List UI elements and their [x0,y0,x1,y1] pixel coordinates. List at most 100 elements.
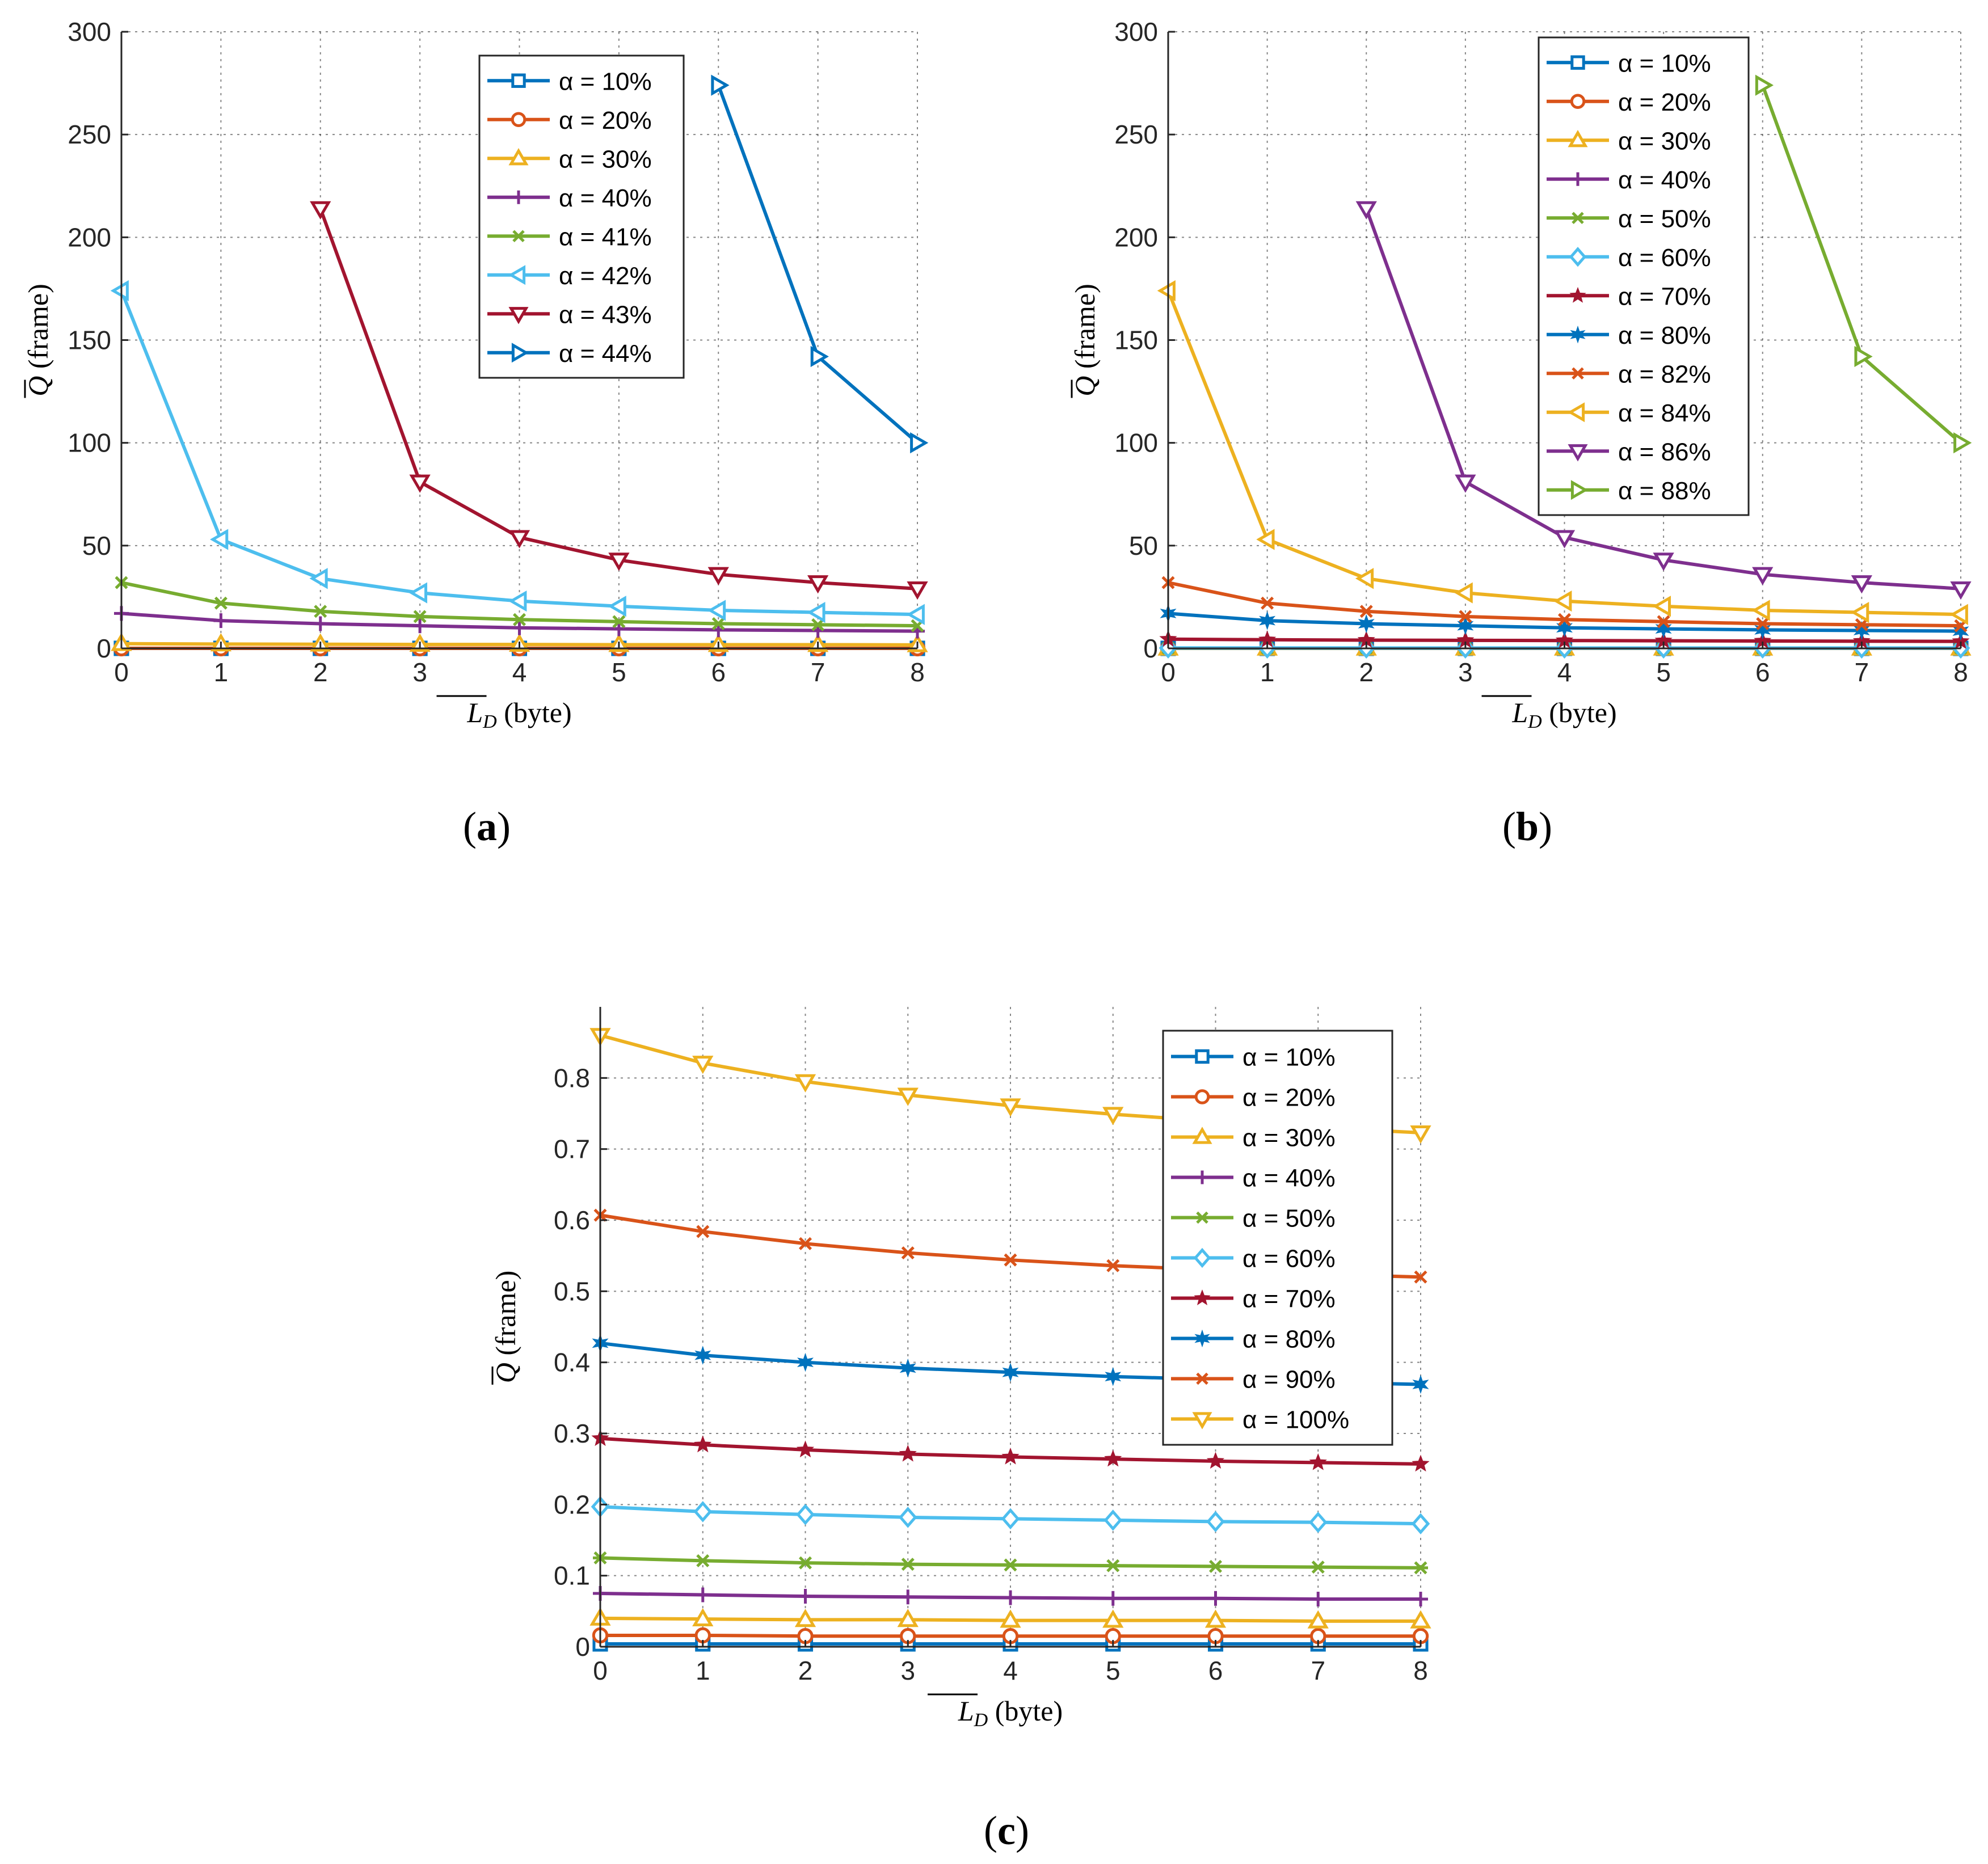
legend-label: α = 44% [559,340,652,368]
data-point [1204,1609,1227,1628]
x-tick-label: 0 [114,657,129,687]
data-point [696,1225,710,1238]
data-point [798,1556,813,1570]
legend-marker [1194,1329,1210,1348]
y-tick-label: 0 [575,1632,590,1661]
marker-shape [1755,74,1774,96]
marker-shape [1355,201,1377,220]
marker-shape [512,230,525,243]
marker-shape [1556,618,1573,638]
x-tick-label: 8 [1953,657,1968,687]
marker-shape [907,581,928,600]
legend-item-60: α = 60% [1171,1245,1336,1273]
x-axis-label: LD (byte) [1511,697,1616,732]
marker-shape [508,591,527,612]
grid [600,1007,1421,1647]
x-tick-label: 4 [1557,657,1572,687]
data-point [695,1554,710,1567]
x-tick-label: 3 [900,1656,915,1685]
data-point [1950,581,1972,600]
y-tick-label: 250 [68,120,111,149]
legend-marker [1194,1089,1210,1104]
data-point [1657,615,1670,629]
data-point [810,345,829,368]
data-point [1412,1374,1429,1394]
marker-shape [1196,1372,1208,1385]
legend-item-40: α = 40% [487,184,652,212]
legend-item-42: α = 42% [487,262,652,290]
marker-shape [797,1352,814,1372]
x-tick-label: 2 [798,1656,813,1685]
data-point [1105,1591,1121,1606]
marker-shape [1569,286,1586,303]
legend-item-60: α = 60% [1547,244,1711,272]
marker-shape [1355,568,1374,589]
data-point [512,620,527,635]
data-point [811,618,825,631]
y-tick-label: 150 [68,326,111,355]
data-point [1755,74,1774,96]
x-tick-label: 8 [1413,1656,1428,1685]
data-point [1208,1591,1223,1606]
data-point [314,605,327,618]
marker-shape [807,601,825,623]
data-point [611,621,626,636]
marker-shape [1194,1329,1210,1348]
marker-shape [1206,1511,1225,1533]
legend-item-10: α = 10% [1171,1044,1336,1072]
series-70 [591,1429,1430,1472]
data-point [694,1346,711,1365]
marker-shape [511,343,529,363]
data-point [1206,1511,1225,1533]
legend-label: α = 60% [1618,244,1711,272]
marker-shape [1851,601,1869,623]
data-point [1157,280,1176,302]
y-tick-label: 300 [1114,17,1158,47]
x-tick-label: 1 [1260,657,1275,687]
panel-label-c: (c) [984,1808,1029,1853]
data-point [210,529,229,550]
data-point [1102,1609,1124,1628]
legend-item-50: α = 50% [1171,1205,1336,1233]
marker-shape [1002,1363,1019,1382]
marker-shape [798,1237,812,1250]
data-point [1000,1609,1021,1628]
y-tick-label: 50 [1129,531,1158,560]
legend-item-86: α = 86% [1547,438,1711,466]
legend-marker [511,343,529,363]
data-point [807,601,825,623]
marker-shape [696,1554,710,1567]
data-point [1206,1452,1225,1469]
data-point [214,596,228,610]
marker-shape [1195,1049,1210,1064]
marker-shape [798,1556,812,1570]
marker-shape [694,1346,711,1365]
marker-shape [1567,402,1585,423]
data-point [508,530,530,549]
data-point [612,615,626,629]
data-point [707,600,726,621]
x-axis-label: LD (byte) [466,697,571,732]
data-point [1311,1592,1326,1607]
legend-label: α = 30% [1618,127,1711,155]
marker-shape [309,568,328,589]
legend-marker [512,190,525,204]
x-axis-label: LD (byte) [958,1695,1063,1731]
x-tick-label: 7 [1311,1656,1325,1685]
marker-shape [707,600,726,621]
marker-shape [511,112,527,128]
marker-shape [1259,611,1276,630]
marker-shape [1754,620,1771,640]
x-tick-label: 6 [711,657,726,687]
data-point [1105,1559,1121,1572]
marker-shape [1455,474,1476,493]
legend-marker [1570,480,1589,500]
legend-item-100: α = 100% [1171,1406,1349,1434]
marker-shape [1004,1558,1017,1572]
data-point [1556,618,1573,638]
data-point [907,581,928,600]
marker-shape [692,1608,714,1627]
data-point [695,1587,710,1602]
marker-shape [1157,280,1176,302]
marker-shape [1102,1107,1124,1125]
